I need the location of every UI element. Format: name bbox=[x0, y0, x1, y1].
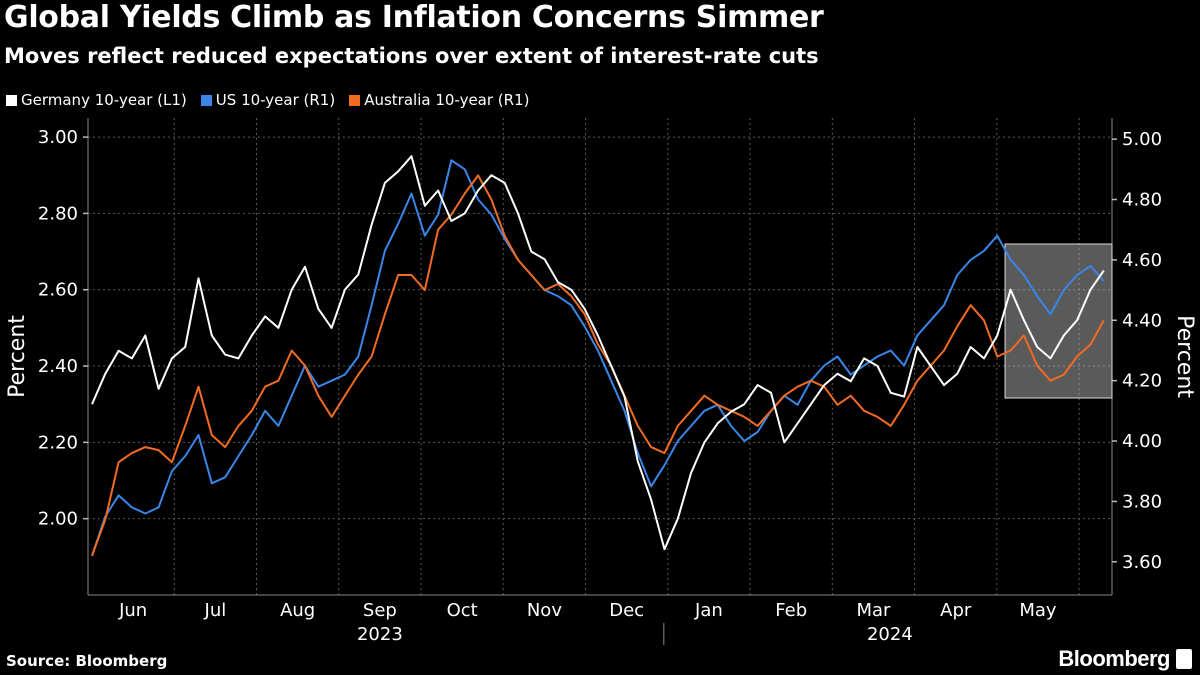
right-tick-label-3: 4.20 bbox=[1122, 371, 1162, 392]
x-tick-label-3: Sep bbox=[363, 600, 397, 621]
x-tick-label-11: May bbox=[1019, 600, 1057, 621]
legend-label-us: US 10-year (R1) bbox=[215, 91, 336, 109]
year-label-2023: 2023 bbox=[357, 624, 403, 645]
x-tick-label-8: Feb bbox=[775, 600, 807, 621]
x-tick-label-9: Mar bbox=[856, 600, 891, 621]
left-tick-label-0: 2.00 bbox=[38, 509, 78, 530]
series-line-1 bbox=[91, 159, 1105, 557]
right-tick-label-4: 4.40 bbox=[1122, 310, 1162, 331]
legend-swatch-us bbox=[200, 94, 212, 106]
legend-label-germany: Germany 10-year (L1) bbox=[21, 91, 187, 109]
brand-name: Bloomberg bbox=[1058, 646, 1170, 671]
left-tick-label-5: 3.00 bbox=[38, 127, 78, 148]
right-tick-label-5: 4.60 bbox=[1122, 250, 1162, 271]
legend-item-australia: Australia 10-year (R1) bbox=[349, 91, 529, 109]
x-tick-label-1: Jul bbox=[204, 600, 227, 621]
x-tick-label-0: Jun bbox=[118, 600, 147, 621]
right-tick-label-2: 4.00 bbox=[1122, 431, 1162, 452]
right-tick-label-6: 4.80 bbox=[1122, 190, 1162, 211]
x-tick-label-4: Oct bbox=[447, 600, 478, 621]
legend: Germany 10-year (L1) US 10-year (R1) Aus… bbox=[6, 91, 529, 109]
left-tick-label-3: 2.60 bbox=[38, 280, 78, 301]
series-line-0 bbox=[91, 155, 1105, 551]
left-tick-label-4: 2.80 bbox=[38, 203, 78, 224]
legend-item-germany: Germany 10-year (L1) bbox=[6, 91, 187, 109]
bloomberg-logo: Bloomberg bbox=[1058, 646, 1192, 672]
right-tick-label-7: 5.00 bbox=[1122, 129, 1162, 150]
x-tick-label-2: Aug bbox=[280, 600, 315, 621]
right-axis-title: Percent bbox=[1172, 315, 1197, 398]
left-tick-label-2: 2.40 bbox=[38, 356, 78, 377]
left-axis-title: Percent bbox=[5, 315, 30, 398]
legend-swatch-germany bbox=[6, 94, 17, 106]
x-tick-label-5: Nov bbox=[527, 600, 562, 621]
chart-subtitle: Moves reflect reduced expectations over … bbox=[4, 44, 819, 68]
x-tick-label-7: Jan bbox=[694, 600, 723, 621]
right-tick-label-0: 3.60 bbox=[1122, 552, 1162, 573]
highlight-box bbox=[1004, 243, 1113, 399]
year-label-2024: 2024 bbox=[867, 624, 913, 645]
x-tick-label-10: Apr bbox=[940, 600, 972, 621]
legend-item-us: US 10-year (R1) bbox=[200, 91, 336, 109]
legend-swatch-australia bbox=[349, 94, 361, 106]
left-tick-label-1: 2.20 bbox=[38, 432, 78, 453]
series-line-2 bbox=[91, 174, 1105, 557]
x-tick-label-6: Dec bbox=[609, 600, 644, 621]
bloomberg-terminal-icon bbox=[1176, 649, 1192, 669]
legend-label-australia: Australia 10-year (R1) bbox=[364, 91, 530, 109]
chart-title: Global Yields Climb as Inflation Concern… bbox=[4, 0, 824, 35]
right-tick-label-1: 3.80 bbox=[1122, 491, 1162, 512]
source-note: Source: Bloomberg bbox=[6, 652, 168, 670]
